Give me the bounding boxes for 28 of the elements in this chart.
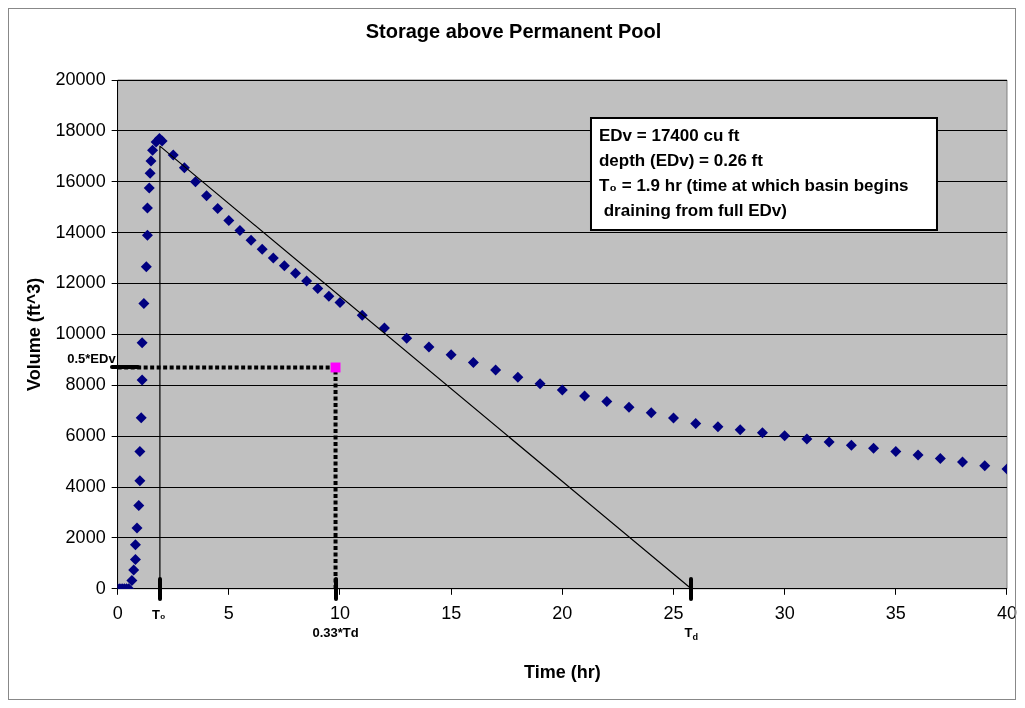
annotation: T₀ [151,607,166,623]
x-tick-label: 10 [329,602,350,623]
annotation: 0.5*EDv [67,351,117,367]
x-tick-label: 15 [441,602,462,623]
x-axis-title: Time (hr) [523,662,601,683]
x-tick-label: 25 [663,602,684,623]
y-tick-label: 2000 [65,526,106,547]
y-tick-label: 4000 [65,476,106,497]
y-tick-label: 12000 [55,272,106,293]
annotation: depth (EDv) = 0.26 ft [598,151,764,171]
y-tick-label: 14000 [55,221,106,242]
x-tick-label: 35 [885,602,906,623]
x-tick-label: 0 [112,602,123,623]
x-tick-label: 30 [774,602,795,623]
x-tick-label: 20 [552,602,573,623]
y-tick-label: 18000 [55,119,106,140]
y-tick-label: 8000 [65,374,106,395]
y-tick-label: 20000 [55,68,106,89]
annotation: T₀ = 1.9 hr (time at which basin begins draining from full EDv) [598,176,909,221]
y-tick-label: 10000 [55,323,106,344]
x-tick-label: 5 [223,602,234,623]
annotation: 0.33*Td [312,625,359,641]
y-axis-title: Volume (ft^3) [23,277,44,391]
chart-title: Storage above Permanent Pool [365,19,662,42]
y-tick-label: 0 [95,577,106,598]
y-tick-label: 16000 [55,170,106,191]
annotation: EDv = 17400 cu ft [598,126,740,146]
y-tick-label: 6000 [65,425,106,446]
